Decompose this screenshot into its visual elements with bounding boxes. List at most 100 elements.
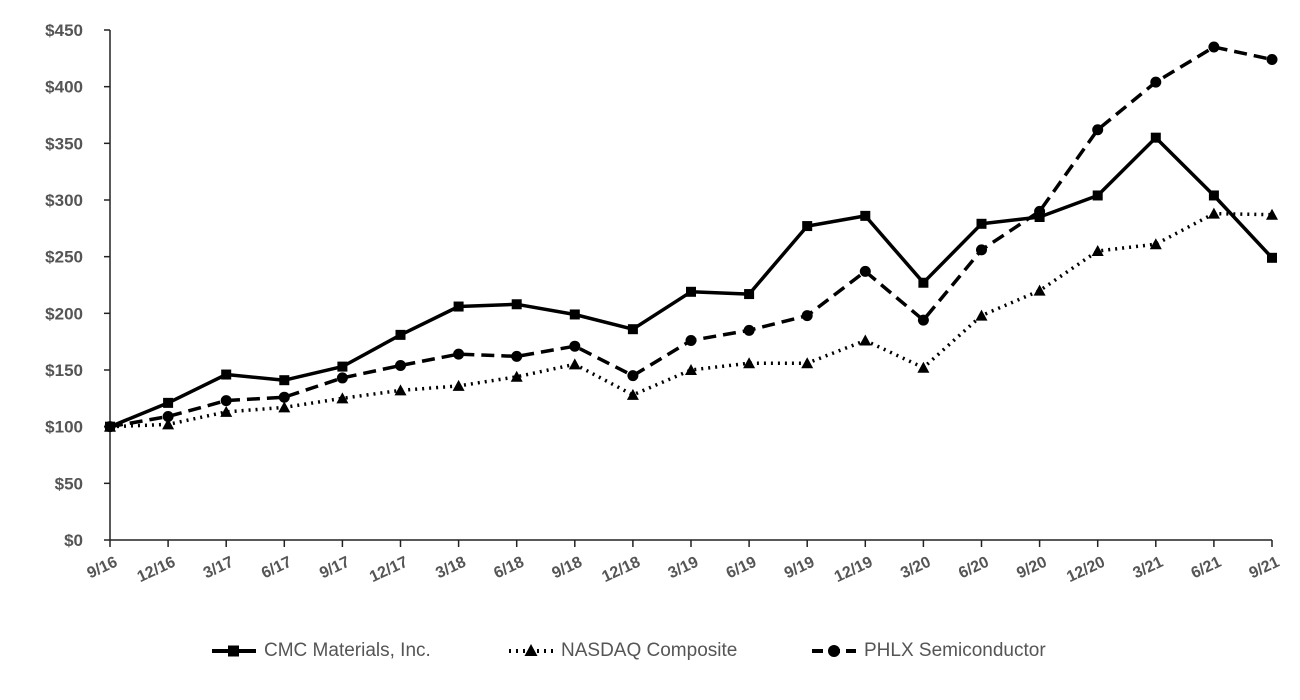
y-tick-label: $100 — [45, 418, 83, 437]
x-tick-label: 9/16 — [85, 554, 120, 583]
data-point-square — [221, 369, 232, 380]
data-point-circle — [278, 391, 290, 403]
x-tick-label: 6/18 — [491, 554, 526, 583]
data-point-triangle — [220, 405, 233, 417]
data-point-square — [686, 286, 696, 297]
x-tick-label: 9/18 — [549, 554, 584, 583]
data-point-triangle — [1091, 245, 1104, 256]
data-point-circle — [395, 359, 406, 371]
data-point-square — [279, 375, 290, 386]
data-point-square — [860, 210, 871, 221]
y-tick-label: $50 — [55, 474, 83, 493]
x-tick-label: 12/19 — [832, 554, 876, 586]
data-point-triangle — [743, 357, 756, 369]
axes — [109, 30, 1272, 541]
data-point-square — [918, 277, 929, 288]
data-point-triangle — [1033, 284, 1046, 296]
data-point-circle — [162, 410, 174, 422]
y-tick-label: $450 — [45, 21, 83, 40]
legend: CMC Materials, Inc. NASDAQ Composite PHL… — [0, 636, 1300, 666]
data-point-triangle — [626, 388, 639, 400]
x-tick-label: 9/20 — [1014, 554, 1049, 583]
x-tick-label: 6/19 — [724, 554, 759, 583]
data-point-triangle — [278, 401, 291, 413]
series-line — [109, 211, 1273, 429]
x-tick-label: 12/17 — [367, 554, 411, 586]
x-tick-label: 3/19 — [666, 554, 701, 583]
data-point-circle — [220, 395, 232, 407]
data-point-triangle — [917, 361, 930, 373]
data-point-triangle — [975, 309, 988, 321]
chart-plot: $0 $50 $100 $150 $200 $250 $300 $350 $400 $450 9/… — [45, 21, 1282, 586]
y-tick-label: $200 — [45, 304, 83, 323]
y-tick-label: $150 — [45, 361, 83, 380]
data-point-circle — [1034, 205, 1046, 217]
data-point-triangle — [859, 334, 872, 346]
series-lines — [104, 41, 1278, 433]
data-point-square — [976, 218, 987, 229]
legend-swatch-dotted-triangle — [509, 644, 553, 656]
legend-label: PHLX Semiconductor — [864, 640, 1046, 661]
y-tick-label: $0 — [64, 531, 83, 550]
data-point-circle — [453, 348, 465, 360]
legend-swatch-solid-square — [212, 645, 256, 657]
data-point-triangle — [336, 392, 349, 404]
data-point-triangle — [1266, 208, 1278, 220]
data-point-square — [1034, 212, 1045, 222]
data-point-circle — [1150, 76, 1162, 88]
data-point-square — [511, 299, 522, 310]
data-point-circle — [1092, 124, 1104, 136]
data-point-square — [337, 361, 348, 372]
data-point-square — [627, 324, 638, 335]
data-point-triangle — [452, 379, 465, 391]
legend-swatch-dashed-circle — [812, 645, 856, 657]
data-point-triangle — [394, 384, 407, 396]
data-point-circle — [976, 244, 987, 256]
x-tick-label: 3/17 — [201, 554, 236, 583]
x-tick-label: 9/17 — [317, 554, 352, 583]
x-tick-label: 6/21 — [1189, 554, 1224, 583]
data-point-circle — [743, 324, 755, 336]
legend-item-nasdaq-composite: NASDAQ Composite — [509, 636, 737, 666]
data-point-square — [1208, 190, 1219, 201]
legend-label: NASDAQ Composite — [561, 640, 738, 661]
data-point-square — [395, 329, 406, 340]
data-point-circle — [511, 350, 523, 362]
x-tick-label: 3/21 — [1130, 554, 1165, 583]
x-axis-ticks: 9/16 12/16 3/17 6/17 9/17 12/17 3/18 6/18 9/18 12… — [85, 540, 1282, 586]
data-point-triangle — [568, 358, 581, 370]
data-point-circle — [104, 421, 116, 433]
data-point-square — [453, 301, 464, 312]
y-tick-label: $350 — [45, 134, 83, 153]
data-point-square — [802, 221, 813, 232]
data-point-circle — [917, 314, 929, 326]
series-0 — [105, 132, 1277, 432]
data-point-triangle — [1207, 207, 1220, 219]
data-point-square — [163, 397, 174, 408]
y-tick-label: $250 — [45, 248, 83, 267]
y-axis-ticks: $0 $50 $100 $150 $200 $250 $300 $350 $400 $450 — [45, 21, 110, 550]
x-tick-label: 9/21 — [1247, 554, 1282, 583]
x-tick-label: 3/20 — [898, 554, 933, 583]
x-tick-label: 6/17 — [259, 554, 294, 583]
legend-label: CMC Materials, Inc. — [264, 640, 431, 661]
data-point-circle — [685, 335, 697, 347]
series-1 — [104, 207, 1278, 432]
data-point-square — [1267, 252, 1277, 263]
data-point-square — [744, 289, 755, 300]
data-point-triangle — [685, 364, 697, 375]
x-tick-label: 3/18 — [433, 554, 468, 583]
data-point-circle — [336, 372, 348, 384]
data-point-triangle — [1149, 238, 1162, 250]
legend-item-cmc-materials: CMC Materials, Inc. — [212, 636, 431, 666]
x-tick-label: 9/19 — [782, 554, 817, 583]
data-point-triangle — [510, 370, 523, 382]
data-point-circle — [627, 370, 639, 382]
x-tick-label: 12/16 — [135, 554, 179, 586]
series-2 — [104, 41, 1278, 433]
x-tick-label: 12/20 — [1064, 554, 1108, 586]
x-tick-label: 6/20 — [956, 554, 991, 583]
legend-item-phlx-semiconductor: PHLX Semiconductor — [812, 636, 1046, 666]
y-tick-label: $300 — [45, 191, 83, 210]
data-point-circle — [569, 340, 581, 352]
